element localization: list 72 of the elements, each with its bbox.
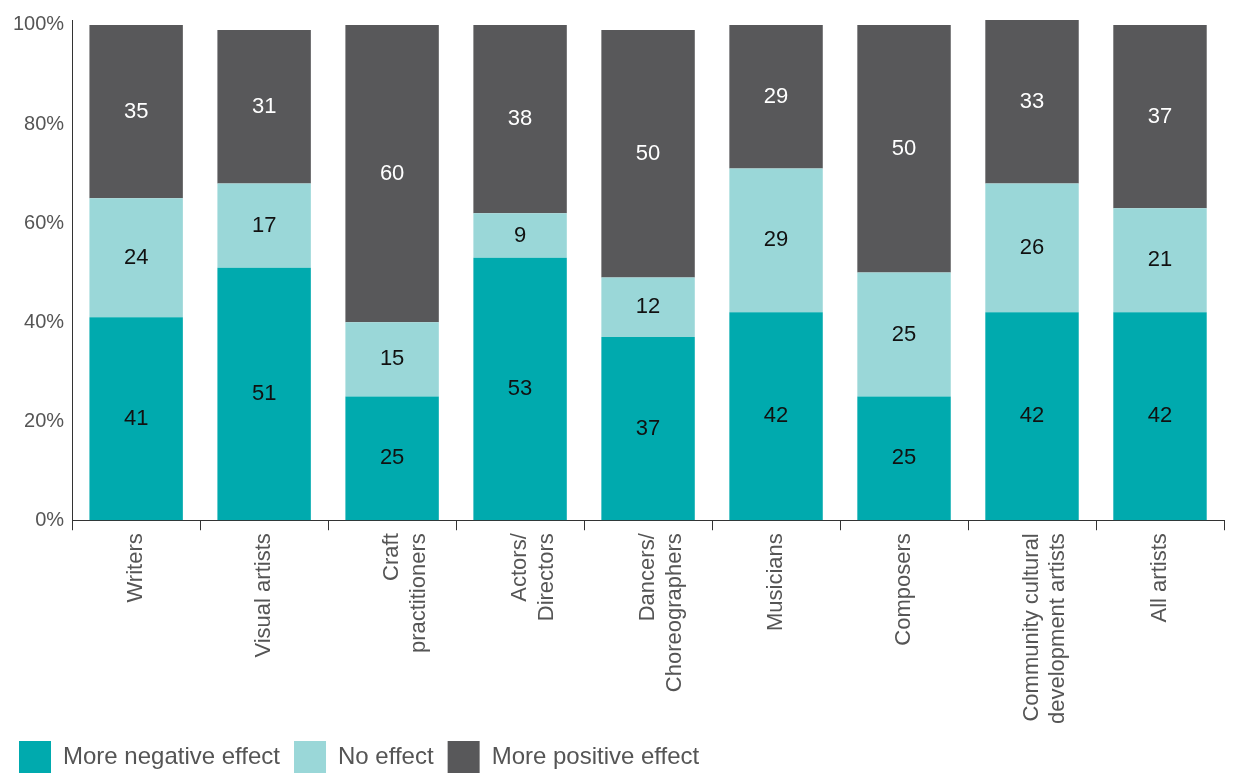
- bar: [473, 24, 567, 214]
- data-label: 38: [507, 105, 533, 131]
- bar: [345, 396, 439, 521]
- bar: [857, 24, 951, 273]
- data-label: 35: [123, 97, 149, 123]
- y-tick-label: 80%: [24, 111, 65, 134]
- legend-label: More positive effect: [491, 741, 700, 769]
- bar: [1113, 312, 1207, 521]
- legend-label: More negative effect: [63, 741, 281, 769]
- bar: [89, 24, 183, 199]
- x-tick-label: Musicians: [762, 533, 788, 632]
- bar: [985, 20, 1079, 184]
- data-label: 25: [379, 444, 405, 470]
- bar: [1113, 208, 1207, 313]
- y-tick-label: 60%: [24, 210, 65, 233]
- bar: [857, 396, 951, 521]
- bar: [89, 317, 183, 521]
- bar: [1113, 24, 1207, 209]
- x-tick-label: Community cultural development artists: [1018, 533, 1070, 725]
- x-tick-label: Visual artists: [250, 533, 276, 658]
- y-tick-label: 20%: [24, 408, 65, 431]
- bar: [985, 312, 1079, 521]
- data-label: 33: [1019, 87, 1045, 113]
- x-tick-label: Actors/ Directors: [506, 532, 558, 622]
- data-label: 25: [891, 320, 917, 346]
- x-tick-label: Writers: [122, 533, 148, 603]
- x-tick-label: Dancers/ Choreographers: [634, 532, 686, 693]
- y-tick-label: 40%: [24, 309, 65, 332]
- data-label: 42: [1019, 402, 1045, 428]
- bar: [601, 277, 695, 337]
- bar: [601, 29, 695, 278]
- bar: [729, 312, 823, 521]
- bar: [601, 336, 695, 521]
- data-label: 15: [379, 345, 405, 371]
- bar: [345, 322, 439, 397]
- data-label: 31: [251, 92, 277, 118]
- y-tick-label: 100%: [13, 12, 65, 35]
- legend-label: No effect: [338, 741, 434, 769]
- bar: [217, 183, 311, 268]
- data-label: 50: [891, 134, 917, 160]
- data-label: 9: [513, 221, 527, 247]
- bar: [985, 183, 1079, 313]
- bar: [857, 272, 951, 397]
- x-tick-label: All artists: [1146, 533, 1172, 623]
- data-label: 50: [635, 139, 661, 165]
- data-label: 60: [379, 159, 405, 185]
- bar: [217, 29, 311, 184]
- data-label: 42: [763, 402, 789, 428]
- bar: [345, 24, 439, 323]
- data-label: 25: [891, 444, 917, 470]
- data-label: 17: [251, 211, 277, 237]
- bar: [473, 257, 567, 521]
- bar: [729, 168, 823, 313]
- bar: [729, 24, 823, 169]
- data-label: 51: [251, 380, 277, 405]
- bar: [217, 267, 311, 521]
- data-label: 26: [1019, 233, 1045, 259]
- data-label: 37: [635, 414, 661, 440]
- x-tick-label: Composers: [890, 533, 916, 646]
- bar: [473, 213, 567, 258]
- data-label: 24: [123, 243, 149, 269]
- x-tick-label: Craft practitioners: [378, 533, 430, 654]
- data-label: 12: [635, 293, 661, 319]
- y-tick-label: 0%: [35, 507, 65, 530]
- bar: [89, 198, 183, 318]
- data-label: 53: [507, 375, 533, 401]
- data-label: 41: [123, 404, 149, 430]
- data-label: 21: [1147, 246, 1173, 272]
- data-label: 29: [763, 226, 789, 252]
- data-label: 42: [1147, 402, 1173, 428]
- data-label: 29: [763, 82, 789, 108]
- data-label: 37: [1147, 102, 1173, 128]
